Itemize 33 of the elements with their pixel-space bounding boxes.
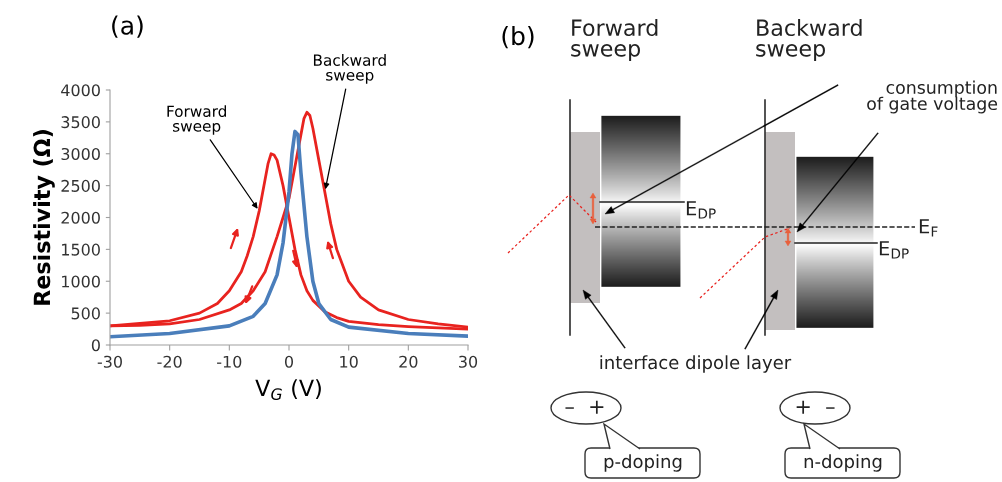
- y-tick-label: 500: [71, 307, 100, 320]
- y-axis-title: Resistivity (Ω): [33, 130, 55, 305]
- text: p-doping: [604, 454, 682, 472]
- y-tick-label: 0: [91, 339, 100, 352]
- y-tick-label: 3500: [61, 116, 100, 129]
- x-tick-label: -30: [97, 355, 122, 368]
- x-tick-label: 20: [399, 355, 418, 368]
- text: E$_{DP}$: [686, 201, 716, 219]
- text: Forward sweep: [571, 18, 658, 62]
- x-axis-title: V$_{G}$ (V): [255, 379, 321, 400]
- x-tick-label: 0: [284, 355, 294, 368]
- x-tick-label: 30: [459, 355, 478, 368]
- text: interface dipole layer: [600, 355, 792, 373]
- chart-title: (a): [112, 15, 143, 38]
- text: consumption of gate voltage: [867, 80, 998, 114]
- text: + –: [796, 400, 835, 414]
- y-tick-label: 1500: [62, 243, 100, 256]
- y-tick-label: 1000: [62, 275, 100, 288]
- y-tick-label: 2500: [61, 179, 100, 192]
- y-tick-label: 4000: [61, 84, 100, 97]
- x-tick-label: -20: [157, 355, 182, 368]
- text: Backward sweep: [756, 18, 862, 62]
- text: – +: [565, 400, 604, 414]
- text: E$_{F}$: [919, 219, 938, 237]
- y-tick-label: 2000: [61, 211, 100, 224]
- text: n-doping: [804, 454, 882, 472]
- text: (b): [502, 25, 534, 49]
- text: E$_{DP}$: [879, 241, 909, 259]
- annotation: Forward sweep: [167, 105, 226, 135]
- annotation: Backward sweep: [313, 54, 386, 84]
- x-tick-label: 10: [340, 355, 358, 368]
- x-tick-label: -10: [217, 355, 242, 368]
- y-tick-label: 3000: [61, 147, 100, 161]
